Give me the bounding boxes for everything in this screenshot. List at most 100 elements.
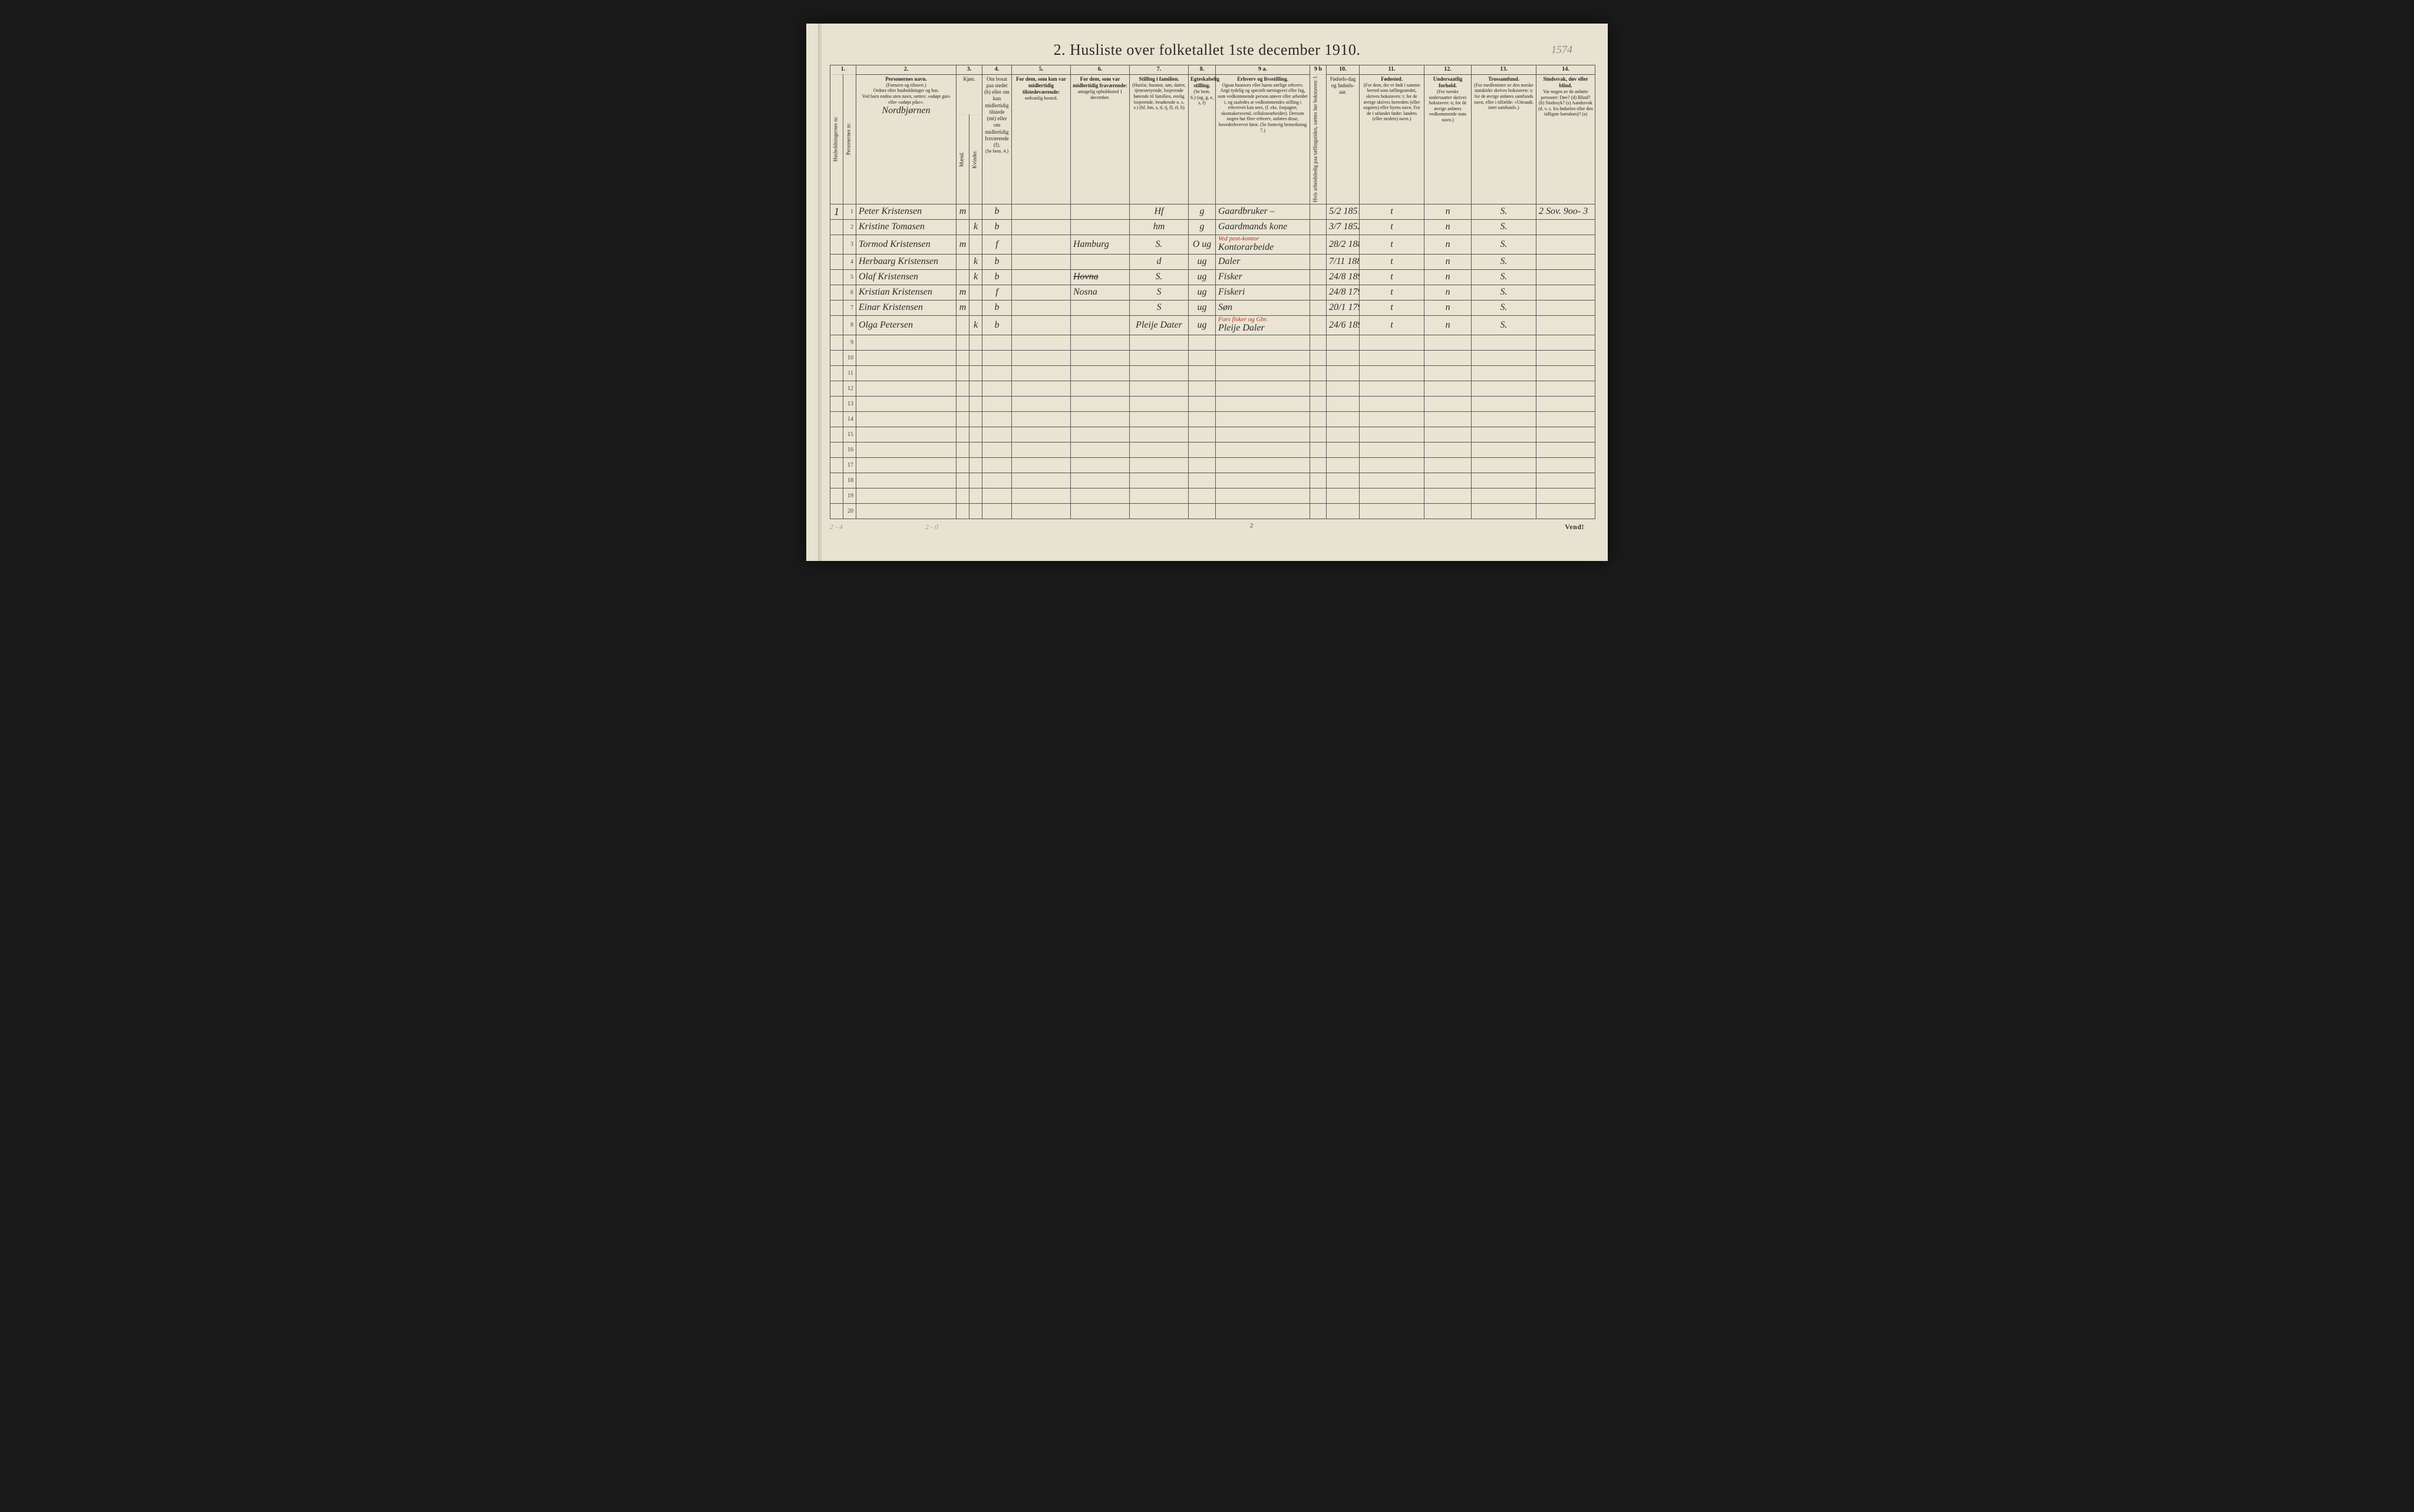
cell-birthplace [1360, 457, 1424, 473]
cell-sex-k [969, 285, 982, 300]
cell-unemployed [1310, 254, 1327, 269]
table-row: 8Olga PetersenkbPleije DaterugFors fiske… [830, 315, 1595, 335]
cell-occupation [1216, 411, 1310, 427]
cell-birthplace: t [1360, 315, 1424, 335]
hdr-temp-present: For dem, som kun var midlertidig tilsted… [1012, 74, 1071, 204]
cell-birthplace [1360, 442, 1424, 457]
cell-temp-absent [1071, 396, 1130, 411]
cell-birthplace [1360, 503, 1424, 519]
table-row: 9 [830, 335, 1595, 350]
cell-religion: S. [1472, 235, 1536, 254]
cell-household-no [830, 381, 843, 396]
cell-disability [1536, 235, 1595, 254]
cell-nationality [1424, 473, 1472, 488]
cell-person-no: 11 [843, 365, 856, 381]
hdr-male: Mænd. [957, 114, 969, 204]
cell-temp-absent [1071, 204, 1130, 219]
cell-sex-m [957, 315, 969, 335]
cell-religion: S. [1472, 315, 1536, 335]
cell-residence [982, 442, 1012, 457]
cell-birth: 20/1 1795 [1327, 300, 1360, 315]
cell-family-pos [1130, 442, 1189, 457]
cell-family-pos [1130, 350, 1189, 365]
cell-nationality [1424, 350, 1472, 365]
cell-name [856, 381, 957, 396]
cell-residence [982, 427, 1012, 442]
cell-sex-k [969, 396, 982, 411]
cell-residence [982, 365, 1012, 381]
cell-sex-k [969, 335, 982, 350]
cell-unemployed [1310, 427, 1327, 442]
cell-name: Olaf Kristensen [856, 269, 957, 285]
table-row: 13 [830, 396, 1595, 411]
cell-sex-k [969, 411, 982, 427]
cell-birth [1327, 427, 1360, 442]
cell-disability [1536, 473, 1595, 488]
cell-unemployed [1310, 235, 1327, 254]
cell-temp-absent [1071, 503, 1130, 519]
cell-unemployed [1310, 411, 1327, 427]
cell-marital [1189, 396, 1216, 411]
cell-residence [982, 381, 1012, 396]
cell-birthplace: t [1360, 300, 1424, 315]
cell-sex-m [957, 350, 969, 365]
table-row: 18 [830, 473, 1595, 488]
page-footer: 2 - 4 2 - 0 2 Vend! [830, 523, 1584, 531]
cell-name: Einar Kristensen [856, 300, 957, 315]
cell-temp-absent [1071, 381, 1130, 396]
cell-unemployed [1310, 488, 1327, 503]
cell-temp-absent [1071, 427, 1130, 442]
cell-birthplace [1360, 488, 1424, 503]
cell-occupation [1216, 365, 1310, 381]
cell-residence [982, 396, 1012, 411]
cell-occupation: Ved post-kontorKontorarbeide [1216, 235, 1310, 254]
cell-temp-present [1012, 254, 1071, 269]
cell-birthplace [1360, 365, 1424, 381]
cell-temp-present [1012, 219, 1071, 235]
colnum: 14. [1536, 65, 1595, 75]
cell-temp-absent [1071, 219, 1130, 235]
cell-marital: O ug [1189, 235, 1216, 254]
cell-marital [1189, 488, 1216, 503]
hdr-birthplace: Fødested. (For dem, der er født i samme … [1360, 74, 1424, 204]
cell-person-no: 13 [843, 396, 856, 411]
cell-disability [1536, 442, 1595, 457]
cell-name [856, 488, 957, 503]
cell-unemployed [1310, 396, 1327, 411]
hdr-nationality: Undersaatlig forhold. (For norske unders… [1424, 74, 1472, 204]
cell-unemployed [1310, 365, 1327, 381]
cell-temp-absent [1071, 473, 1130, 488]
census-table: 1. 2. 3. 4. 5. 6. 7. 8. 9 a. 9 b 10. 11.… [830, 65, 1595, 519]
cell-temp-present [1012, 503, 1071, 519]
cell-nationality: n [1424, 254, 1472, 269]
cell-religion [1472, 427, 1536, 442]
cell-temp-absent [1071, 488, 1130, 503]
cell-marital [1189, 381, 1216, 396]
cell-sex-k [969, 488, 982, 503]
hdr-name: Personernes navn. (Fornavn og tilnavn.) … [856, 74, 957, 204]
cell-temp-present [1012, 488, 1071, 503]
cell-religion: S. [1472, 269, 1536, 285]
hdr-birth: Fødsels-dag og fødsels-aar. [1327, 74, 1360, 204]
cell-unemployed [1310, 457, 1327, 473]
cell-religion [1472, 335, 1536, 350]
cell-marital [1189, 335, 1216, 350]
cell-unemployed [1310, 350, 1327, 365]
table-row: 11 [830, 365, 1595, 381]
cell-residence [982, 350, 1012, 365]
cell-religion [1472, 473, 1536, 488]
cell-birthplace [1360, 411, 1424, 427]
cell-temp-absent [1071, 350, 1130, 365]
cell-temp-present [1012, 269, 1071, 285]
cell-birth: 7/11 1888 [1327, 254, 1360, 269]
cell-nationality: n [1424, 300, 1472, 315]
cell-nationality [1424, 365, 1472, 381]
cell-occupation: Fiskeri [1216, 285, 1310, 300]
cell-occupation [1216, 381, 1310, 396]
cell-sex-m [957, 335, 969, 350]
cell-marital [1189, 503, 1216, 519]
cell-nationality [1424, 427, 1472, 442]
colnum: 11. [1360, 65, 1424, 75]
cell-nationality: n [1424, 235, 1472, 254]
hdr-unemployed: Hvis arbeidsledig paa tællingstiden, sæt… [1310, 74, 1327, 204]
